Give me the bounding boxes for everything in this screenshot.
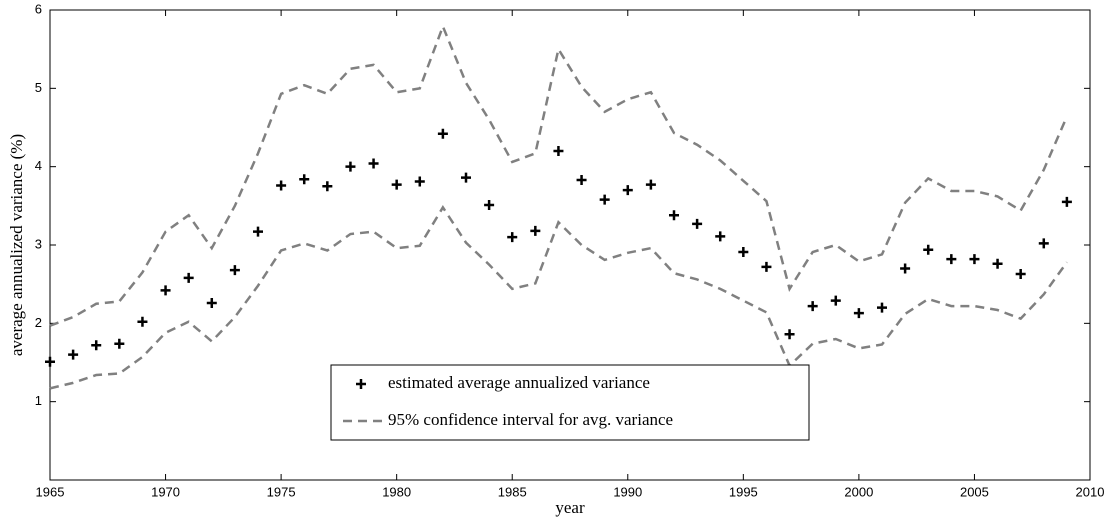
x-tick-label: 1995: [729, 484, 758, 499]
x-tick-label: 1965: [36, 484, 65, 499]
marker: [160, 285, 171, 296]
x-axis-label: year: [555, 498, 585, 517]
y-tick-label: 6: [35, 1, 42, 16]
marker: [576, 174, 587, 185]
marker: [391, 179, 402, 190]
x-tick-label: 1980: [382, 484, 411, 499]
marker: [299, 174, 310, 185]
marker: [45, 356, 55, 367]
legend-marker: [356, 379, 366, 389]
marker: [853, 308, 864, 319]
x-tick-label: 2000: [844, 484, 873, 499]
marker: [645, 179, 656, 190]
marker: [507, 232, 518, 243]
legend-box: [330, 364, 810, 441]
marker: [761, 261, 772, 272]
y-tick-label: 2: [35, 315, 42, 330]
y-tick-label: 3: [35, 236, 42, 251]
marker: [68, 349, 79, 360]
marker: [692, 218, 703, 229]
marker: [206, 297, 217, 308]
marker: [1061, 196, 1072, 207]
marker: [322, 181, 333, 192]
y-tick-label: 5: [35, 80, 42, 95]
x-tick-label: 1990: [613, 484, 642, 499]
x-tick-label: 1975: [267, 484, 296, 499]
marker: [137, 316, 148, 327]
x-tick-label: 2010: [1076, 484, 1105, 499]
marker: [345, 161, 356, 172]
x-tick-label: 1985: [498, 484, 527, 499]
marker: [900, 263, 911, 274]
marker: [114, 338, 125, 349]
marker: [414, 176, 425, 187]
marker: [91, 340, 102, 351]
marker: [253, 226, 263, 237]
marker: [923, 244, 934, 255]
marker: [1038, 238, 1049, 249]
interval-line: [49, 23, 1069, 327]
marker: [807, 301, 818, 312]
marker: [276, 180, 287, 191]
marker: [183, 272, 194, 283]
marker: [461, 172, 471, 183]
marker: [992, 258, 1003, 269]
marker: [946, 254, 957, 265]
marker: [1015, 268, 1026, 279]
x-tick-label: 1970: [151, 484, 180, 499]
marker: [830, 295, 841, 306]
marker: [969, 254, 980, 265]
x-tick-label: 2005: [960, 484, 989, 499]
marker: [877, 302, 887, 313]
legend-label: estimated average annualized variance: [388, 373, 650, 392]
marker: [437, 128, 448, 139]
marker: [368, 158, 379, 169]
legend-label: 95% confidence interval for avg. varianc…: [388, 410, 673, 429]
marker: [229, 265, 240, 276]
marker: [599, 194, 610, 205]
legend: estimated average annualized variance 95%…: [330, 364, 810, 441]
interval-line: [49, 205, 1068, 390]
marker: [530, 225, 541, 236]
y-tick-label: 1: [35, 393, 42, 408]
marker: [715, 231, 726, 242]
y-axis-label: average annualized variance (%): [7, 134, 26, 356]
marker: [484, 200, 495, 211]
marker: [553, 146, 564, 156]
marker: [784, 329, 795, 340]
marker: [669, 210, 679, 221]
marker: [738, 247, 749, 258]
marker: [622, 185, 633, 196]
y-tick-label: 4: [35, 158, 42, 173]
